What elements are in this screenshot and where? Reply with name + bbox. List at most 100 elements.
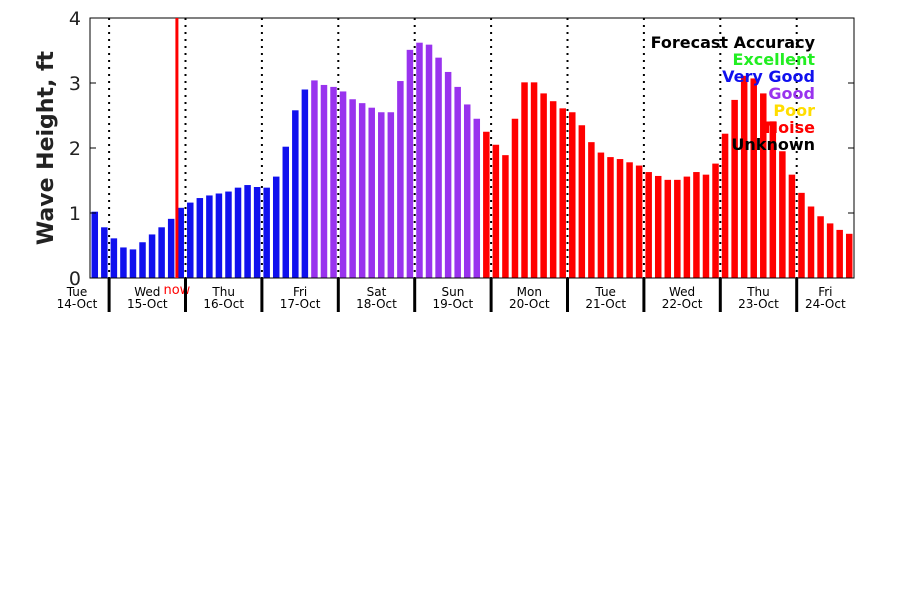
legend-item: Very Good — [722, 67, 815, 86]
y-tick-label: 0 — [69, 268, 81, 290]
x-tick-date: 15-Oct — [127, 297, 168, 311]
x-tick-date: 21-Oct — [585, 297, 626, 311]
y-axis: 0 1 2 3 4 — [69, 8, 854, 290]
wave-bar — [779, 151, 786, 278]
wave-bar — [483, 131, 490, 278]
wave-bar — [597, 152, 605, 278]
wave-bar — [693, 172, 700, 278]
x-tick-weekday: Mon — [517, 285, 542, 299]
wave-bar — [578, 125, 586, 278]
wave-bar — [215, 193, 223, 278]
wave-bar — [272, 176, 280, 278]
x-tick-date: 17-Oct — [280, 297, 321, 311]
wave-bar — [521, 82, 528, 278]
legend-item: Excellent — [733, 50, 816, 69]
wave-bar — [454, 86, 461, 279]
wave-bar — [167, 218, 175, 278]
wave-bar — [349, 99, 356, 278]
now-marker-label: now — [163, 283, 190, 298]
wave-bar — [425, 44, 433, 279]
wave-bar — [712, 163, 719, 278]
wave-bar — [282, 146, 290, 278]
x-tick-weekday: Sun — [441, 285, 464, 299]
wave-bar — [368, 107, 375, 278]
wave-bar — [397, 81, 404, 278]
x-tick-date: 18-Oct — [356, 297, 397, 311]
wave-bar — [569, 112, 576, 278]
x-tick-weekday: Wed — [134, 285, 160, 299]
x-tick-weekday: Wed — [669, 285, 695, 299]
legend-item: Unknown — [731, 135, 815, 154]
wave-bar — [731, 99, 738, 279]
wave-bar — [120, 247, 127, 278]
x-tick-date: 19-Oct — [433, 297, 474, 311]
wave-bar — [91, 211, 99, 278]
wave-bar — [607, 157, 614, 278]
wave-bar — [836, 229, 843, 278]
wave-bar — [492, 144, 500, 278]
x-tick-date: 23-Oct — [738, 297, 779, 311]
y-tick-label: 2 — [69, 138, 81, 160]
x-tick-weekday: Tue — [66, 285, 88, 299]
wave-bar — [540, 93, 547, 279]
bars-group — [91, 42, 853, 279]
y-tick-label: 1 — [69, 203, 81, 225]
wave-bar — [320, 84, 328, 278]
wave-bar — [196, 198, 204, 278]
wave-bar — [588, 142, 595, 278]
wave-bar — [301, 89, 309, 278]
x-tick-date: 24-Oct — [805, 297, 846, 311]
y-axis-label: Wave Height, ft — [34, 50, 59, 245]
wave-bar — [664, 179, 672, 278]
wave-bar — [358, 103, 366, 279]
wave-bar — [473, 118, 481, 278]
legend-item: Noise — [765, 118, 815, 137]
wave-bar — [339, 91, 347, 278]
x-tick-weekday: Fri — [818, 285, 832, 299]
wave-bar — [683, 176, 691, 278]
wave-bar — [463, 104, 471, 278]
wave-bar — [292, 110, 299, 278]
y-tick-label: 3 — [69, 73, 81, 95]
wave-bar — [845, 233, 853, 278]
wave-bar — [206, 195, 213, 278]
x-tick-weekday: Thu — [211, 285, 235, 299]
wave-bar — [635, 165, 643, 278]
legend-item: Poor — [773, 101, 815, 120]
legend-item: Good — [768, 84, 815, 103]
wave-bar — [798, 192, 805, 278]
wave-bar — [139, 242, 146, 278]
wave-bar — [101, 227, 108, 278]
x-tick-weekday: Thu — [746, 285, 770, 299]
wave-bar — [826, 223, 834, 278]
wave-bar — [626, 162, 633, 278]
y-tick-label: 4 — [69, 8, 81, 30]
x-axis: Tue14-OctWed15-OctThu16-OctFri17-OctSat1… — [57, 278, 846, 312]
wave-bar — [616, 159, 624, 278]
x-tick-date: 20-Oct — [509, 297, 550, 311]
wave-bar — [263, 187, 270, 278]
wave-bar — [721, 133, 729, 278]
x-tick-weekday: Fri — [293, 285, 307, 299]
wave-bar — [654, 175, 662, 278]
wave-bar — [378, 112, 385, 278]
wave-bar — [244, 185, 251, 278]
wave-bar — [187, 202, 194, 278]
x-tick-weekday: Sat — [367, 285, 387, 299]
wave-bar — [760, 93, 767, 279]
wave-bar — [817, 216, 824, 278]
wave-bar — [502, 155, 509, 278]
wave-bar — [530, 82, 538, 278]
wave-bar — [148, 234, 156, 278]
wave-bar — [549, 101, 557, 278]
wave-bar — [129, 249, 137, 278]
x-tick-date: 14-Oct — [57, 297, 98, 311]
wave-bar — [406, 49, 414, 278]
wave-bar — [311, 80, 318, 279]
wave-bar — [740, 75, 748, 278]
wave-bar — [788, 174, 796, 278]
wave-bar — [416, 42, 423, 279]
day-gridlines — [108, 18, 798, 278]
